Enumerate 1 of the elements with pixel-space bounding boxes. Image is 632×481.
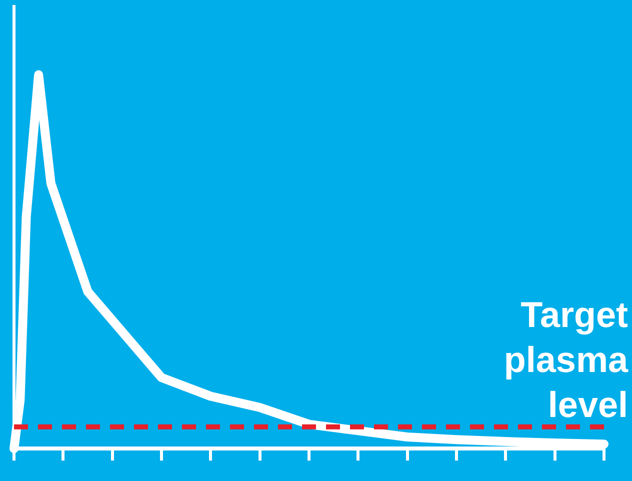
ref-line-label: Target plasma level <box>504 294 629 425</box>
